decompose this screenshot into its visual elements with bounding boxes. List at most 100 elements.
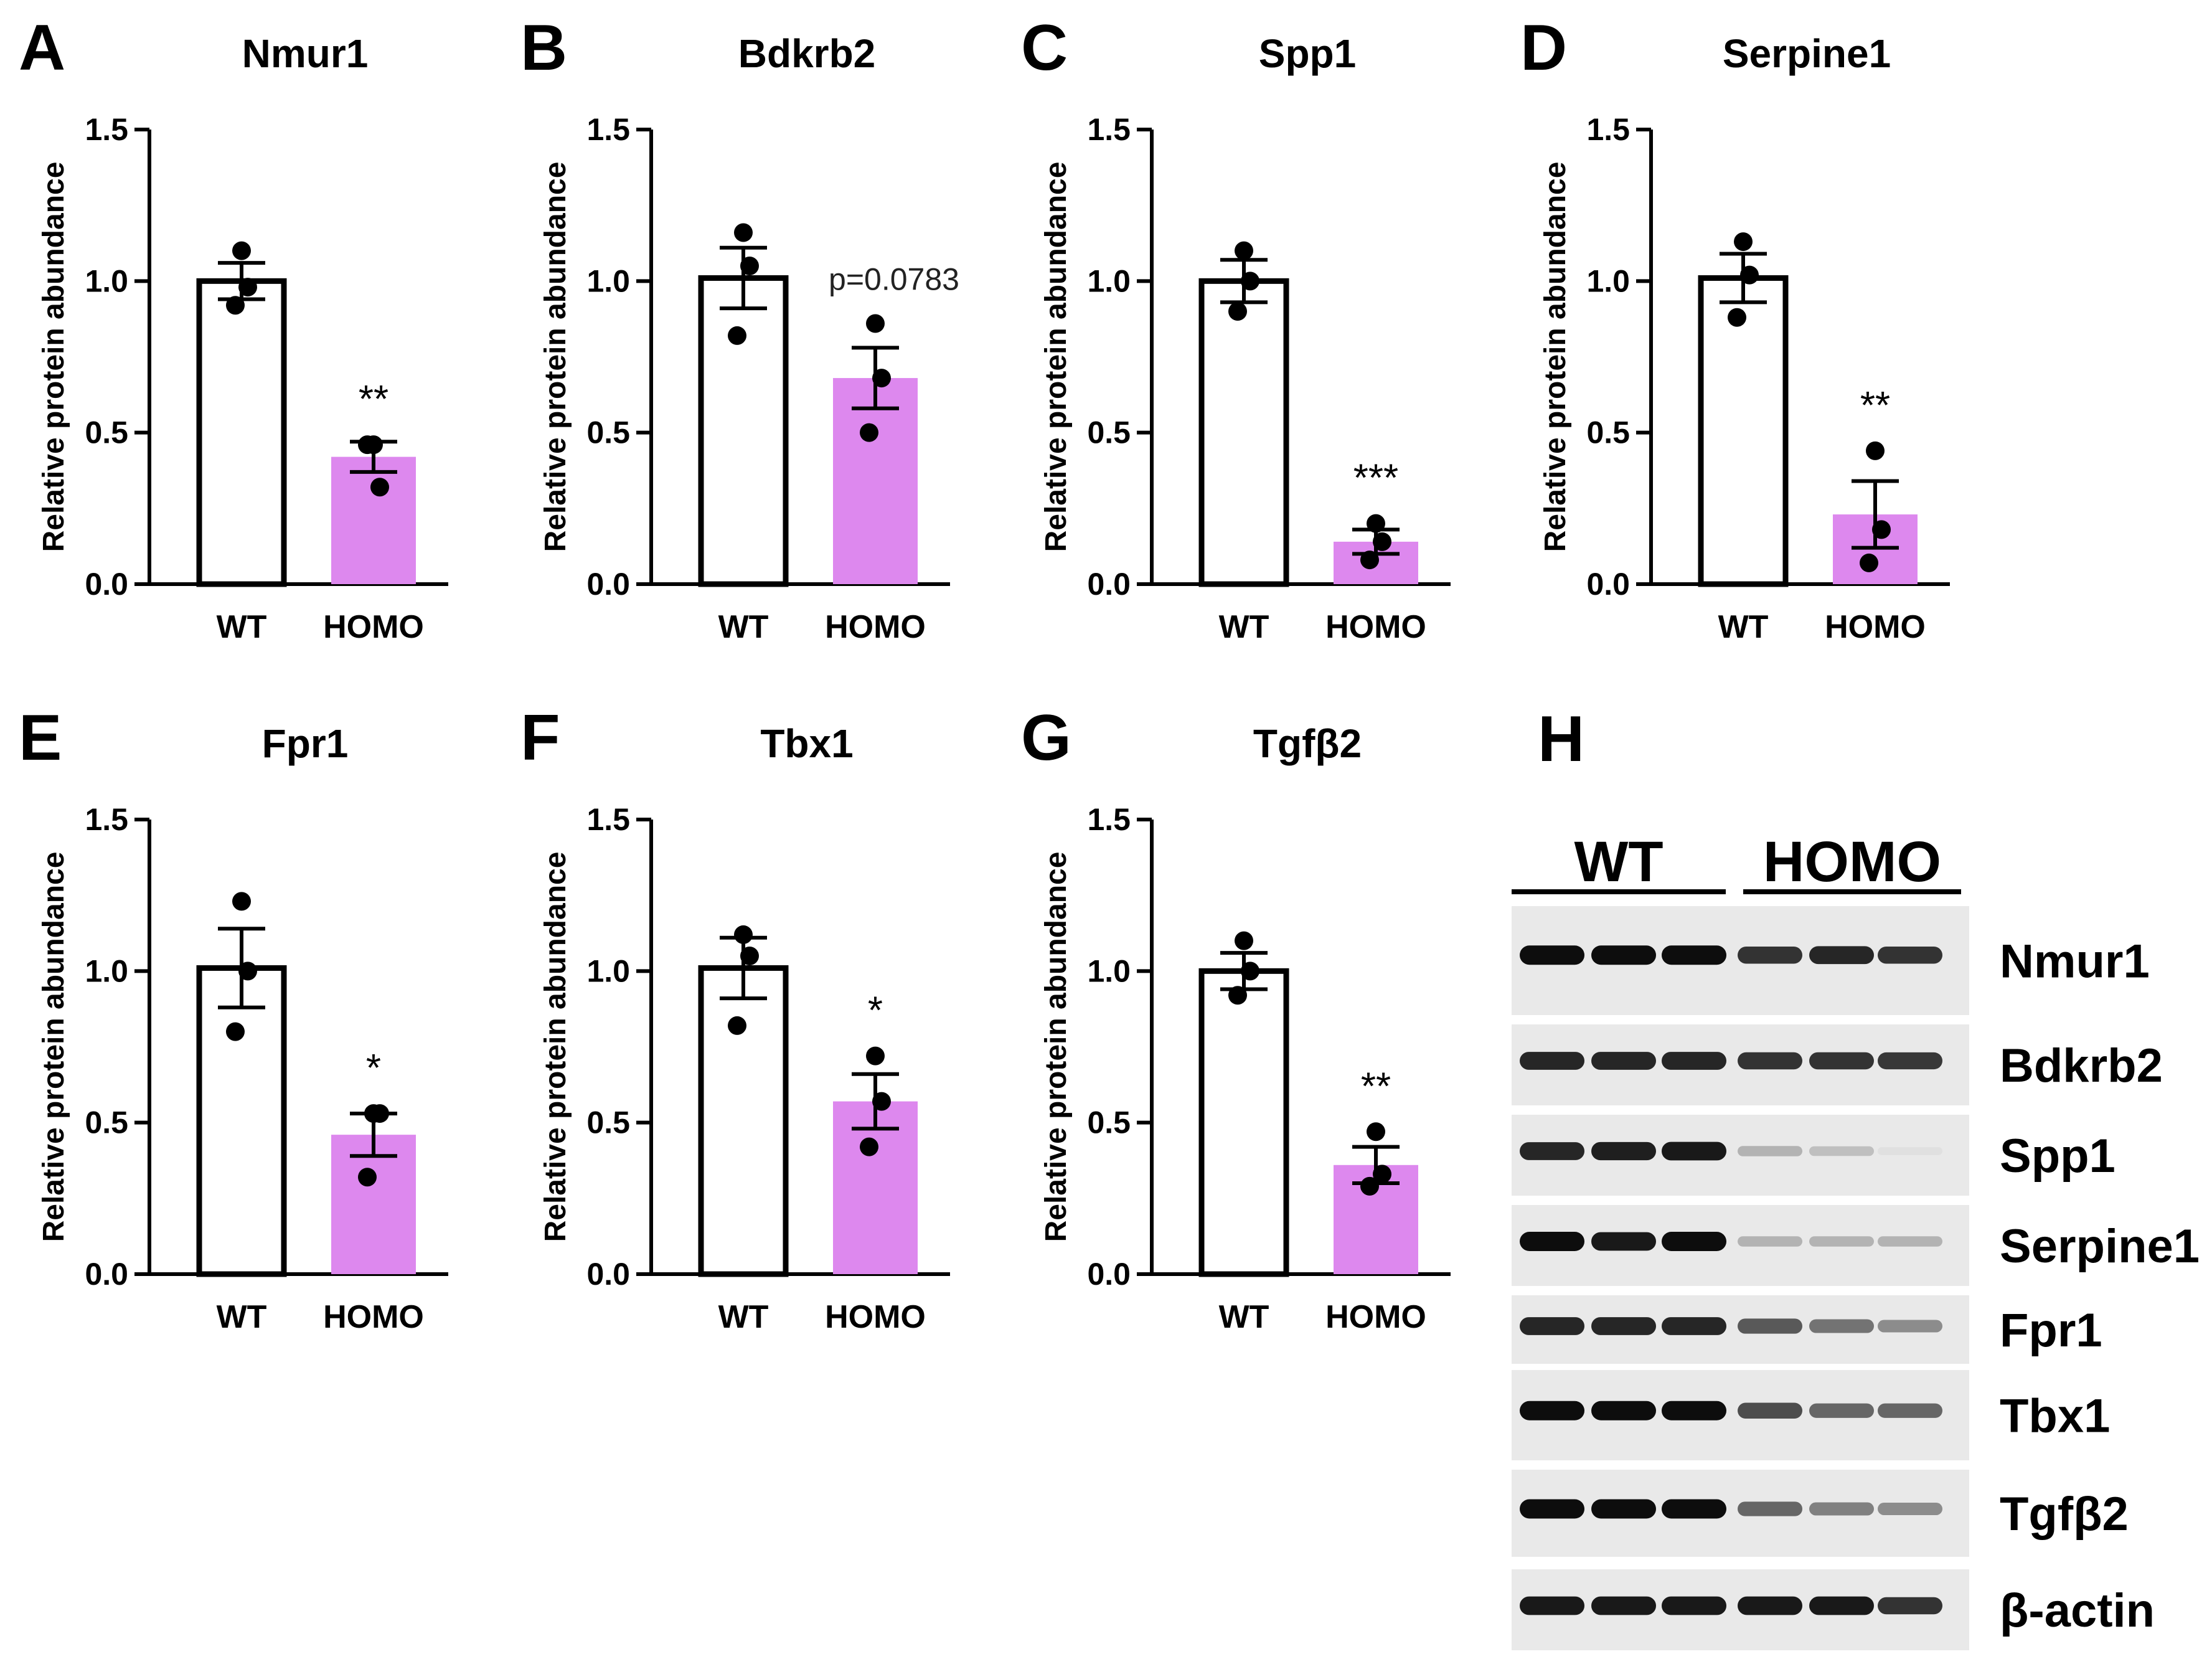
- panel-letter: H: [1538, 703, 1584, 775]
- data-point: [370, 478, 389, 497]
- x-category-label: HOMO: [825, 609, 926, 645]
- blot-band: [1591, 1052, 1656, 1070]
- y-tick-label: 0.0: [1087, 1257, 1131, 1292]
- data-point: [1872, 520, 1891, 539]
- y-tick-label: 0.0: [1087, 567, 1131, 602]
- data-point: [238, 278, 257, 297]
- panel-letter: A: [19, 12, 65, 84]
- blot-band: [1662, 945, 1726, 965]
- blot-band: [1520, 1052, 1584, 1070]
- significance-stars: *: [366, 1047, 381, 1090]
- data-point: [740, 257, 759, 275]
- blot-band: [1662, 1596, 1726, 1615]
- y-tick-label: 1.0: [1087, 953, 1131, 988]
- blot-band: [1520, 1142, 1584, 1160]
- blot-band: [1591, 1232, 1656, 1251]
- blot-band: [1591, 1141, 1656, 1161]
- y-axis-label: Relative protein abundance: [37, 852, 70, 1242]
- y-tick-label: 0.5: [1586, 415, 1630, 450]
- data-point: [734, 925, 753, 944]
- bar-wt: [698, 275, 789, 587]
- blot-row-label: Bdkrb2: [2000, 1039, 2163, 1092]
- y-tick-label: 1.0: [586, 953, 630, 988]
- data-point: [226, 1022, 245, 1041]
- y-axis-label: Relative protein abundance: [539, 162, 572, 552]
- bar-wt: [1698, 275, 1789, 587]
- data-point: [1860, 553, 1878, 572]
- y-tick-label: 1.5: [586, 802, 630, 837]
- y-tick-label: 1.5: [85, 802, 128, 837]
- blot-row-7: β-actin: [1512, 1569, 2155, 1650]
- blot-band: [1520, 1401, 1584, 1420]
- blot-group-label: WT: [1574, 830, 1663, 894]
- bar-wt: [196, 278, 287, 587]
- x-category-label: WT: [1219, 609, 1269, 645]
- bar-wt: [1198, 968, 1289, 1277]
- y-tick-label: 0.5: [1087, 415, 1131, 450]
- data-point: [860, 423, 878, 442]
- data-point: [1373, 1165, 1391, 1184]
- x-category-label: HOMO: [1825, 609, 1926, 645]
- chart-panel-g: G Tgfβ2 Relative protein abundance 0.0 0.5 1.…: [1021, 702, 1451, 1335]
- x-category-label: WT: [718, 609, 769, 645]
- data-point: [728, 326, 746, 345]
- blot-band: [1878, 1403, 1942, 1418]
- blot-band: [1591, 1596, 1656, 1615]
- y-tick-label: 0.5: [586, 1105, 630, 1140]
- y-tick-label: 0.5: [85, 1105, 128, 1140]
- blot-band: [1520, 1596, 1584, 1615]
- chart-title: Serpine1: [1723, 31, 1891, 76]
- bar-homo: [331, 1135, 416, 1274]
- y-tick-label: 0.5: [85, 415, 128, 450]
- significance-stars: *: [868, 990, 883, 1033]
- data-point: [1373, 532, 1391, 551]
- blot-row-2: Spp1: [1512, 1115, 2116, 1196]
- blot-band: [1662, 1317, 1726, 1335]
- blot-band: [1520, 1499, 1584, 1519]
- bar-homo: [833, 378, 918, 584]
- significance-stars: ***: [1353, 457, 1398, 500]
- x-category-label: WT: [718, 1299, 769, 1335]
- blot-group-label: HOMO: [1763, 830, 1941, 894]
- blot-row-3: Serpine1: [1512, 1205, 2200, 1286]
- blot-band: [1520, 1317, 1584, 1335]
- data-point: [358, 1168, 377, 1187]
- blot-row-label: Tgfβ2: [2000, 1488, 2129, 1541]
- blot-row-label: Nmur1: [2000, 935, 2150, 988]
- data-point: [1235, 931, 1253, 950]
- data-point: [728, 1016, 746, 1035]
- data-point: [872, 1092, 891, 1111]
- blot-band: [1878, 1236, 1942, 1247]
- blot-band: [1738, 946, 1802, 964]
- y-axis-label: Relative protein abundance: [1539, 162, 1572, 552]
- y-tick-label: 0.0: [85, 1257, 128, 1292]
- panel-letter: E: [19, 702, 62, 774]
- chart-panel-a: A Nmur1 Relative protein abundance 0.0 0.5 1.…: [19, 12, 448, 645]
- x-category-label: HOMO: [825, 1299, 926, 1335]
- y-tick-label: 1.5: [1087, 802, 1131, 837]
- chart-title: Bdkrb2: [738, 31, 876, 76]
- chart-title: Tgfβ2: [1253, 721, 1362, 766]
- y-axis-label: Relative protein abundance: [539, 852, 572, 1242]
- blot-row-label: Serpine1: [2000, 1220, 2200, 1273]
- blot-band: [1591, 1317, 1656, 1335]
- data-point: [238, 962, 257, 981]
- blot-band: [1738, 1501, 1802, 1516]
- y-tick-label: 1.5: [1586, 112, 1630, 147]
- blot-band: [1662, 1232, 1726, 1251]
- blot-band: [1662, 1141, 1726, 1161]
- y-tick-label: 1.0: [85, 953, 128, 988]
- chart-panel-b: B Bdkrb2 Relative protein abundance 0.0 0.5 1…: [520, 12, 959, 645]
- panel-letter: F: [520, 702, 560, 774]
- blot-band: [1738, 1052, 1802, 1070]
- x-category-label: WT: [1718, 609, 1769, 645]
- blot-band: [1738, 1402, 1802, 1419]
- blot-band: [1591, 1401, 1656, 1420]
- blot-band: [1738, 1146, 1802, 1156]
- blot-band: [1809, 946, 1874, 965]
- chart-title: Tbx1: [760, 721, 853, 766]
- chart-title: Fpr1: [262, 721, 349, 766]
- blot-band: [1809, 1596, 1874, 1615]
- y-axis-label: Relative protein abundance: [1040, 852, 1073, 1242]
